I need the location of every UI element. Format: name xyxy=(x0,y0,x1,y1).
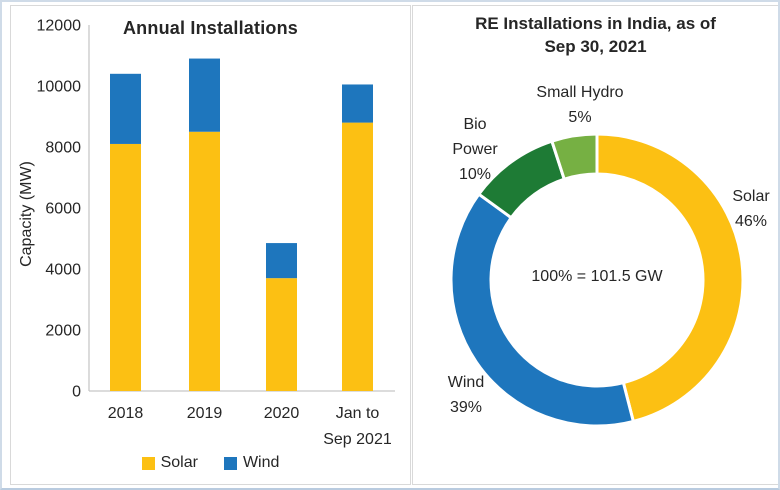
donut-label-wind: Wind 39% xyxy=(447,374,485,416)
x-category-label: 2020 xyxy=(264,405,300,422)
re-share-donut-panel: RE Installations in India, as of Sep 30,… xyxy=(412,5,778,485)
x-category-label: Sep 2021 xyxy=(323,431,392,448)
legend-item-solar: Solar xyxy=(141,454,198,472)
donut-center-text: 100% = 101.5 GW xyxy=(531,268,663,285)
x-category-label: 2018 xyxy=(108,405,144,422)
bar-chart-title: Annual Installations xyxy=(122,18,299,38)
y-tick-label: 4000 xyxy=(45,262,81,279)
y-tick-label: 10000 xyxy=(37,79,82,96)
donut-title-line1: RE Installations in India, as of xyxy=(475,14,716,33)
y-tick-label: 0 xyxy=(72,384,81,401)
bar-jan-to-wind xyxy=(342,84,373,123)
donut-slice-solar xyxy=(595,132,745,424)
solar-swatch-icon xyxy=(141,456,155,470)
annual-installations-panel: Annual Installations Capacity (MW) 0 2000… xyxy=(10,5,411,485)
donut-chart-title: RE Installations in India, as of Sep 30,… xyxy=(413,12,778,58)
donut-label-bio-power: Bio Power 10% xyxy=(452,116,498,183)
donut-label-solar: Solar 46% xyxy=(732,188,770,230)
legend-label: Solar xyxy=(160,454,198,471)
legend-item-wind: Wind xyxy=(223,454,280,472)
y-tick-label: 12000 xyxy=(37,18,82,35)
bar-plot: 0 2000 4000 6000 8000 10000 12000 2018 2019 2020 J… xyxy=(37,18,395,448)
y-tick-label: 8000 xyxy=(45,140,81,157)
bar-2019-solar xyxy=(189,131,220,391)
bar-chart-legend: Solar Wind xyxy=(11,454,410,472)
x-category-label: 2019 xyxy=(187,405,223,422)
bar-2020-solar xyxy=(266,278,297,391)
bar-jan-to-solar xyxy=(342,122,373,391)
bar-2019-wind xyxy=(189,58,220,132)
bar-2020-wind xyxy=(266,243,297,279)
legend-label: Wind xyxy=(242,454,280,471)
donut-slice-wind xyxy=(449,192,636,428)
y-tick-label: 2000 xyxy=(45,323,81,340)
donut-title-line2: Sep 30, 2021 xyxy=(544,37,647,56)
donut-slice-small-hydro xyxy=(549,132,599,182)
y-tick-label: 6000 xyxy=(45,201,81,218)
bar-2018-wind xyxy=(110,73,141,144)
donut-plot xyxy=(449,132,745,428)
wind-swatch-icon xyxy=(223,456,237,470)
x-category-label: Jan to xyxy=(336,405,380,422)
bar-2018-solar xyxy=(110,143,141,391)
donut-label-small-hydro: Small Hydro 5% xyxy=(536,84,624,126)
